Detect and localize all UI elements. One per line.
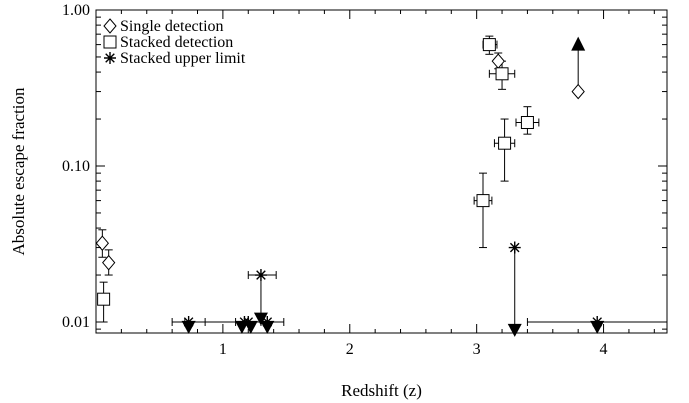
upper-limit-arrow (243, 320, 258, 334)
legend-label: Single detection (120, 18, 224, 35)
square-marker (476, 194, 490, 208)
x-axis-label: Redshift (z) (341, 381, 422, 400)
upper-limit-arrow (590, 320, 605, 334)
upper-limit-arrow (181, 320, 196, 334)
asterisk-marker (508, 241, 521, 254)
legend-label: Stacked detection (120, 34, 233, 51)
y-tick-label: 0.01 (62, 314, 90, 331)
legend-asterisk-marker (104, 52, 116, 64)
legend-square-marker (103, 35, 117, 49)
y-tick-label: 0.10 (62, 158, 90, 175)
error-bars (98, 35, 668, 328)
upper-limit-arrow (260, 320, 275, 334)
diamond-marker (102, 254, 116, 271)
square-marker (97, 292, 111, 306)
plot-border (95, 9, 668, 334)
square-marker (520, 116, 534, 130)
lower-limit-arrow (571, 36, 586, 51)
data-markers (95, 36, 605, 337)
x-tick-label: 4 (600, 341, 608, 358)
diamond-marker (95, 235, 110, 251)
x-tick-label: 1 (219, 341, 227, 358)
x-tick-label: 3 (473, 341, 481, 358)
upper-limit-arrow (507, 323, 522, 337)
x-tick-label: 2 (346, 341, 354, 358)
diamond-marker (571, 83, 585, 100)
upper-limit-arrow (234, 320, 249, 334)
plot-frame (95, 9, 668, 334)
y-tick-label: 1.00 (62, 2, 90, 19)
upper-limit-arrow (253, 312, 268, 326)
y-axis-label: Absolute escape fraction (9, 87, 28, 256)
legend-diamond-marker (103, 18, 117, 34)
square-marker (495, 67, 509, 81)
asterisk-marker (254, 269, 267, 282)
square-marker (482, 38, 496, 52)
legend-label: Stacked upper limit (120, 50, 246, 67)
axes: 1 2 3 4 0.01 0.10 1.00 (62, 2, 667, 358)
square-marker (498, 136, 512, 150)
